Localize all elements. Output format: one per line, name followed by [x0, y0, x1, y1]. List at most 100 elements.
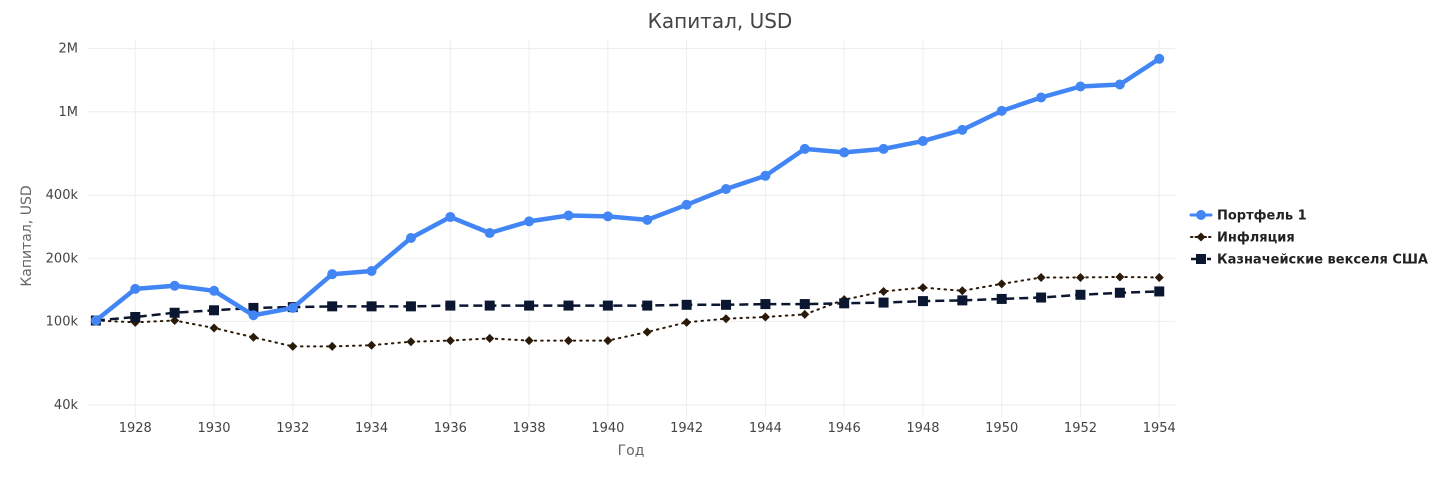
data-point — [760, 299, 771, 310]
data-point — [327, 301, 338, 312]
y-tick-label: 100k — [46, 314, 79, 329]
data-point — [170, 316, 180, 326]
data-point — [1075, 289, 1086, 300]
data-point — [839, 298, 850, 309]
data-point — [1114, 287, 1125, 298]
data-point — [878, 297, 889, 308]
data-point — [445, 300, 456, 311]
data-point — [760, 312, 770, 322]
data-point — [917, 136, 928, 147]
data-point — [209, 305, 220, 316]
y-tick-label: 2M — [59, 42, 79, 57]
data-point — [1036, 292, 1047, 303]
data-point — [642, 327, 652, 337]
data-point — [563, 300, 574, 311]
data-point — [563, 336, 573, 346]
data-point — [1115, 272, 1125, 282]
data-point — [957, 124, 968, 135]
data-point — [879, 286, 889, 296]
x-tick-label: 1954 — [1143, 421, 1176, 436]
data-point — [524, 216, 535, 227]
x-grid — [134, 40, 1160, 417]
data-point — [642, 300, 653, 311]
legend-marker — [1196, 254, 1206, 264]
legend-label: Инфляция — [1217, 231, 1295, 246]
legend-item[interactable]: Инфляция — [1190, 231, 1295, 246]
data-point — [997, 279, 1007, 289]
data-point — [287, 302, 298, 313]
legend-item[interactable]: Казначейские векселя США — [1191, 253, 1428, 268]
y-tick-label: 40k — [54, 398, 79, 413]
y-tick-label: 200k — [46, 251, 79, 266]
data-point — [366, 265, 377, 276]
x-tick-label: 1952 — [1064, 421, 1097, 436]
legend-label: Портфель 1 — [1217, 209, 1307, 224]
y-tick-label: 1M — [59, 105, 79, 120]
data-point — [445, 211, 456, 222]
data-point — [721, 184, 732, 195]
data-point — [760, 170, 771, 181]
data-point — [878, 143, 889, 154]
data-point — [682, 317, 692, 327]
x-tick-label: 1940 — [591, 421, 624, 436]
series-line — [95, 290, 1160, 322]
data-point — [918, 283, 928, 293]
data-point — [524, 336, 534, 346]
data-point — [169, 280, 180, 291]
data-point — [169, 307, 180, 318]
legend-label: Казначейские векселя США — [1217, 253, 1428, 268]
legend-marker — [1196, 210, 1206, 220]
data-point — [445, 336, 455, 346]
data-point — [1114, 79, 1125, 90]
data-point — [406, 337, 416, 347]
data-point — [524, 300, 535, 311]
x-tick-label: 1936 — [434, 421, 467, 436]
data-point — [996, 293, 1007, 304]
data-point — [327, 341, 337, 351]
data-point — [90, 315, 101, 326]
data-point — [721, 299, 732, 310]
data-point — [602, 300, 613, 311]
y-tick-label: 400k — [46, 188, 79, 203]
data-point — [681, 199, 692, 210]
data-point — [484, 228, 495, 239]
data-point — [248, 302, 259, 313]
data-point — [130, 311, 141, 322]
data-point — [1075, 81, 1086, 92]
y-axis-label: Капитал, USD — [19, 185, 35, 286]
data-point — [209, 323, 219, 333]
data-point — [603, 336, 613, 346]
data-point — [1154, 286, 1165, 297]
data-point — [209, 285, 220, 296]
data-point — [366, 301, 377, 312]
plot-series — [90, 53, 1165, 351]
data-point — [405, 232, 416, 243]
series-1 — [90, 53, 1165, 326]
legend-marker — [1196, 232, 1206, 242]
data-point — [484, 300, 495, 311]
data-point — [957, 286, 967, 296]
data-point — [485, 333, 495, 343]
data-point — [681, 299, 692, 310]
series-line — [94, 275, 1161, 348]
series-line — [93, 56, 1162, 323]
data-point — [721, 314, 731, 324]
data-point — [248, 310, 259, 321]
data-point — [405, 301, 416, 312]
x-tick-label: 1930 — [197, 421, 230, 436]
data-point — [799, 299, 810, 310]
data-point — [563, 210, 574, 221]
data-point — [327, 269, 338, 280]
legend-item[interactable]: Портфель 1 — [1189, 209, 1307, 224]
data-point — [799, 143, 810, 154]
data-point — [1036, 92, 1047, 103]
data-point — [996, 105, 1007, 116]
y-axis-ticks: 40k 100k 200k 400k 1M 2M — [46, 42, 79, 413]
data-point — [367, 340, 377, 350]
data-point — [1075, 272, 1085, 282]
data-point — [602, 211, 613, 222]
x-tick-label: 1934 — [355, 421, 388, 436]
x-tick-label: 1932 — [276, 421, 309, 436]
data-point — [1154, 272, 1164, 282]
